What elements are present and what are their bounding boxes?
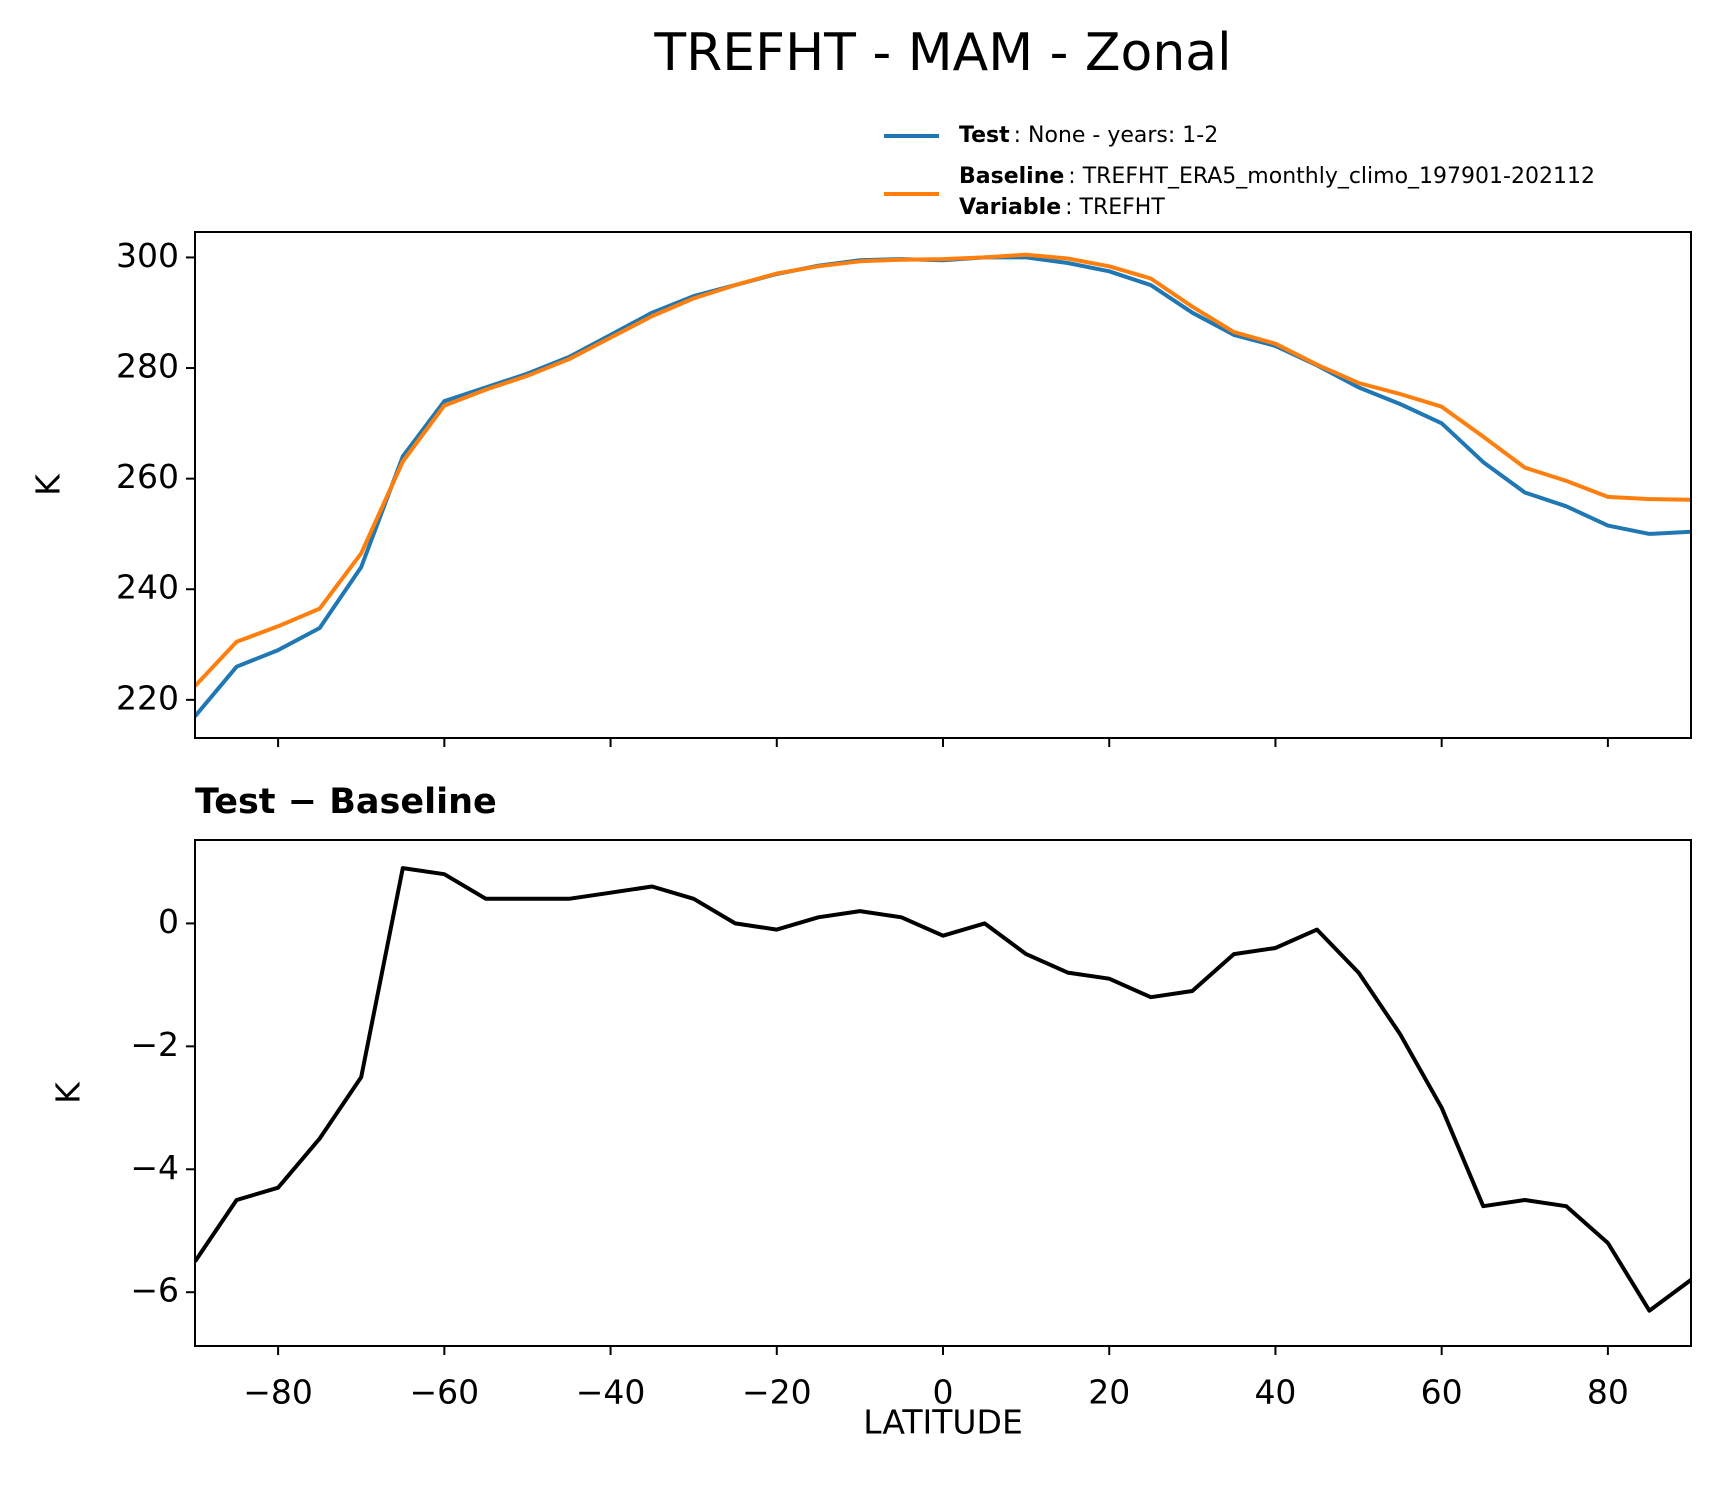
y-tick-label: 280 bbox=[116, 347, 179, 386]
legend-description: : TREFHT bbox=[1065, 195, 1165, 220]
legend-name: Variable bbox=[959, 195, 1061, 220]
x-tick-label: 40 bbox=[1254, 1373, 1296, 1412]
series-line bbox=[195, 255, 1691, 718]
legend-description: : None - years: 1-2 bbox=[1014, 123, 1219, 148]
legend-name: Baseline bbox=[959, 164, 1064, 189]
y-axis-label: K bbox=[49, 1081, 88, 1104]
x-tick-label: −40 bbox=[576, 1373, 646, 1412]
axes-frame bbox=[194, 231, 1692, 739]
x-tick-label: −80 bbox=[243, 1373, 313, 1412]
x-axis-label: LATITUDE bbox=[863, 1403, 1023, 1442]
y-tick-label: 220 bbox=[116, 678, 179, 717]
x-tick-label: −60 bbox=[410, 1373, 480, 1412]
x-tick-label: 60 bbox=[1421, 1373, 1463, 1412]
y-tick-label: −2 bbox=[130, 1025, 179, 1064]
y-axis-label: K bbox=[29, 473, 68, 496]
legend-name: Test bbox=[959, 123, 1010, 148]
y-tick-label: 300 bbox=[116, 236, 179, 275]
x-tick-label: −20 bbox=[742, 1373, 812, 1412]
legend-entry: Test: None - years: 1-2 bbox=[959, 123, 1218, 148]
legend-entry: Variable: TREFHT bbox=[959, 195, 1165, 220]
x-tick-label: 0 bbox=[933, 1373, 954, 1412]
axes-title: Test − Baseline bbox=[195, 782, 497, 822]
y-tick-label: −6 bbox=[130, 1271, 179, 1310]
x-tick-label: 20 bbox=[1088, 1373, 1130, 1412]
x-tick-label: 80 bbox=[1587, 1373, 1629, 1412]
legend-description: : TREFHT_ERA5_monthly_climo_197901-20211… bbox=[1068, 164, 1595, 189]
series-line bbox=[195, 252, 1691, 688]
y-tick-label: 0 bbox=[158, 902, 179, 941]
axes-frame bbox=[194, 839, 1692, 1347]
legend-entry: Baseline: TREFHT_ERA5_monthly_climo_1979… bbox=[959, 164, 1595, 189]
y-tick-label: 240 bbox=[116, 568, 179, 607]
figure-title: TREFHT - MAM - Zonal bbox=[653, 23, 1231, 83]
y-tick-label: 260 bbox=[116, 457, 179, 496]
y-tick-label: −4 bbox=[130, 1148, 179, 1187]
series-line bbox=[195, 866, 1691, 1313]
